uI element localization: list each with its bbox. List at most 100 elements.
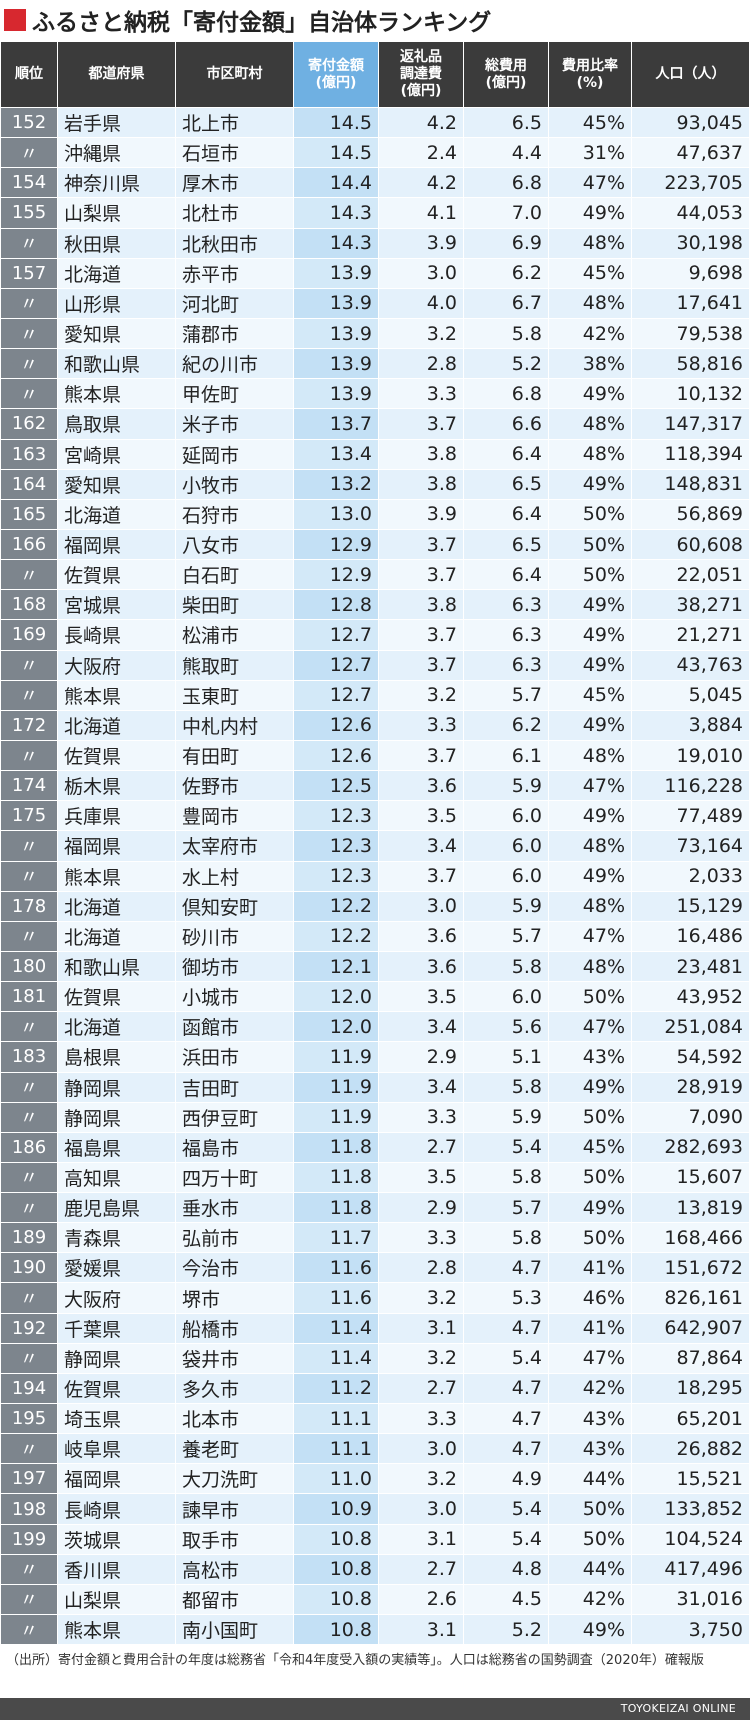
table-row: 〃山形県 河北町 13.9 4.0 6.7 48% 17,641 (1, 288, 749, 319)
table-cell: 赤平市 (176, 258, 294, 288)
table-cell: 47% (549, 168, 632, 198)
table-cell: 6.9 (464, 228, 549, 258)
table-cell: 西伊豆町 (176, 1102, 294, 1132)
table-cell: 太宰府市 (176, 831, 294, 861)
table-cell: 12.0 (294, 982, 379, 1012)
table-cell: 福岡県 (58, 529, 176, 560)
table-row: 〃静岡県 袋井市 11.4 3.2 5.4 47% 87,864 (1, 1343, 749, 1374)
table-cell: 45% (549, 108, 632, 138)
table-cell: 〃 (1, 318, 58, 349)
table-cell: 14.5 (294, 138, 379, 168)
ranking-table: 順位 都道府県 市区町村 寄付金額 (億円) 返礼品 調達費 (億円) 総費用 (億円) 費用比率(… (1, 42, 749, 1646)
table-row: 〃鹿児島県 垂水市 11.8 2.9 5.7 49% 13,819 (1, 1193, 749, 1224)
table-cell: 函館市 (176, 1012, 294, 1042)
table-cell: 5.1 (464, 1042, 549, 1072)
table-cell: 48% (549, 228, 632, 258)
table-row: 〃大阪府 堺市 11.6 3.2 5.3 46% 826,161 (1, 1283, 749, 1314)
table-cell: 9,698 (632, 258, 749, 288)
table-cell: 3.7 (379, 529, 464, 560)
table-cell: 山梨県 (58, 198, 176, 228)
title-marker (4, 9, 26, 31)
table-cell: 11.8 (294, 1193, 379, 1223)
table-cell: 兵庫県 (58, 801, 176, 831)
table-cell: 6.2 (464, 258, 549, 288)
table-cell: 2.9 (379, 1193, 464, 1223)
table-row: 〃愛知県 蒲郡市 13.9 3.2 5.8 42% 79,538 (1, 318, 749, 350)
table-cell: 4.7 (464, 1373, 549, 1404)
table-cell: 〃 (1, 1162, 58, 1193)
table-cell: 和歌山県 (58, 951, 176, 982)
table-cell: 3.7 (379, 409, 464, 439)
table-cell: 30,198 (632, 228, 749, 258)
table-cell: 6.2 (464, 710, 549, 740)
table-cell: 宮城県 (58, 590, 176, 620)
table-cell: 4.2 (379, 168, 464, 198)
table-cell: 16,486 (632, 921, 749, 951)
table-cell: 11.6 (294, 1253, 379, 1283)
table-cell: 秋田県 (58, 228, 176, 258)
table-cell: 197 (1, 1464, 58, 1494)
table-cell: 蒲郡市 (176, 318, 294, 349)
table-cell: 倶知安町 (176, 891, 294, 921)
title-bar: ふるさと納税「寄付金額」自治体ランキング (4, 2, 491, 38)
table-body: 152 岩手県 北上市 14.5 4.2 6.5 45% 93,045 〃沖縄県 石垣市 14.5 2… (1, 108, 749, 1646)
table-cell: 福岡県 (58, 1464, 176, 1494)
table-cell: 13.9 (294, 318, 379, 349)
table-cell: 2.7 (379, 1554, 464, 1584)
table-row: 〃大阪府 熊取町 12.7 3.7 6.3 49% 43,763 (1, 650, 749, 681)
header-text: 都道府県 (88, 66, 145, 82)
table-cell: 50% (549, 1524, 632, 1554)
table-cell: 2.9 (379, 1042, 464, 1072)
table-cell: 49% (549, 469, 632, 499)
table-cell: 熊本県 (58, 379, 176, 409)
header-cell: 人口（人） (632, 42, 749, 107)
table-cell: 栃木県 (58, 771, 176, 801)
table-cell: 11.4 (294, 1313, 379, 1343)
table-cell: 船橋市 (176, 1313, 294, 1343)
table-cell: 2,033 (632, 861, 749, 891)
table-cell: 47,637 (632, 138, 749, 168)
table-row: 180 和歌山県 御坊市 12.1 3.6 5.8 48% 23,481 (1, 951, 749, 983)
table-cell: 12.3 (294, 861, 379, 891)
table-cell: 826,161 (632, 1283, 749, 1313)
table-cell: 50% (549, 1102, 632, 1132)
table-cell: 13.9 (294, 379, 379, 409)
table-cell: 12.5 (294, 771, 379, 801)
table-cell: 2.7 (379, 1373, 464, 1404)
table-cell: 水上村 (176, 861, 294, 891)
table-cell: 10.8 (294, 1584, 379, 1615)
table-cell: 北杜市 (176, 198, 294, 228)
table-cell: 北海道 (58, 710, 176, 740)
table-cell: 174 (1, 771, 58, 801)
table-cell: 4.7 (464, 1253, 549, 1283)
header-text: 市区町村 (206, 66, 263, 82)
table-cell: 189 (1, 1223, 58, 1253)
table-cell: 45% (549, 680, 632, 710)
table-cell: 48% (549, 439, 632, 469)
table-cell: 11.4 (294, 1343, 379, 1373)
table-cell: 3.3 (379, 710, 464, 740)
table-cell: 愛知県 (58, 469, 176, 499)
table-cell: 2.8 (379, 349, 464, 379)
table-cell: 19,010 (632, 740, 749, 771)
table-cell: 佐賀県 (58, 560, 176, 590)
header-text: (%) (576, 74, 604, 91)
table-cell: 3.9 (379, 228, 464, 258)
table-cell: 6.3 (464, 620, 549, 650)
table-header: 順位 都道府県 市区町村 寄付金額 (億円) 返礼品 調達費 (億円) 総費用 (億円) 費用比率(… (1, 42, 749, 108)
header-text: (億円) (400, 83, 442, 99)
table-cell: 6.4 (464, 499, 549, 529)
table-cell: 22,051 (632, 560, 749, 590)
table-cell: 福島市 (176, 1132, 294, 1162)
title: ふるさと納税「寄付金額」自治体ランキング (32, 10, 492, 36)
table-cell: 養老町 (176, 1434, 294, 1464)
table-cell: 41% (549, 1253, 632, 1283)
table-cell: 3.0 (379, 891, 464, 921)
table-row: 〃佐賀県 有田町 12.6 3.7 6.1 48% 19,010 (1, 740, 749, 772)
table-cell: 642,907 (632, 1313, 749, 1343)
table-cell: 大阪府 (58, 650, 176, 680)
table-cell: 〃 (1, 1193, 58, 1223)
table-cell: 13,819 (632, 1193, 749, 1223)
table-cell: 163 (1, 439, 58, 469)
table-cell: 弘前市 (176, 1223, 294, 1253)
